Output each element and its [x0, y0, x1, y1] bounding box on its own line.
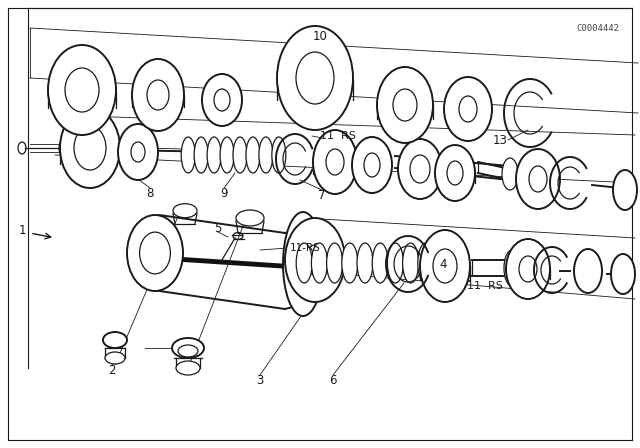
Polygon shape — [159, 215, 285, 309]
Ellipse shape — [516, 149, 560, 209]
Ellipse shape — [459, 96, 477, 122]
Ellipse shape — [272, 137, 286, 173]
Ellipse shape — [420, 230, 470, 302]
Ellipse shape — [413, 253, 422, 259]
Text: 11-RS: 11-RS — [290, 243, 321, 253]
Ellipse shape — [48, 45, 116, 135]
Text: 4: 4 — [439, 258, 447, 271]
Text: 10: 10 — [312, 30, 328, 43]
Ellipse shape — [611, 254, 635, 294]
Ellipse shape — [103, 332, 127, 348]
Text: 5: 5 — [214, 221, 221, 234]
Ellipse shape — [60, 108, 120, 188]
Ellipse shape — [433, 249, 457, 283]
Text: 3: 3 — [256, 374, 264, 387]
Text: C0004442: C0004442 — [577, 23, 620, 33]
Ellipse shape — [364, 153, 380, 177]
Ellipse shape — [506, 239, 550, 299]
Ellipse shape — [176, 361, 200, 375]
Ellipse shape — [132, 59, 184, 131]
Ellipse shape — [214, 89, 230, 111]
Ellipse shape — [131, 142, 145, 162]
Ellipse shape — [387, 243, 403, 283]
Ellipse shape — [127, 215, 183, 291]
Ellipse shape — [313, 130, 357, 194]
Text: 1: 1 — [19, 224, 26, 237]
Ellipse shape — [377, 67, 433, 143]
Ellipse shape — [352, 137, 392, 193]
Ellipse shape — [429, 255, 435, 263]
Ellipse shape — [277, 26, 353, 130]
Text: 11  RS: 11 RS — [320, 131, 356, 141]
Ellipse shape — [259, 137, 273, 173]
Ellipse shape — [283, 212, 323, 316]
Ellipse shape — [398, 139, 442, 199]
Ellipse shape — [519, 256, 537, 282]
Ellipse shape — [326, 243, 342, 283]
Text: 6: 6 — [329, 374, 337, 387]
Ellipse shape — [147, 80, 169, 110]
Ellipse shape — [312, 243, 328, 283]
Ellipse shape — [59, 141, 65, 155]
Text: 7: 7 — [318, 189, 326, 202]
Ellipse shape — [296, 52, 334, 104]
Ellipse shape — [172, 338, 204, 358]
Ellipse shape — [393, 89, 417, 121]
Ellipse shape — [236, 210, 264, 226]
Ellipse shape — [140, 232, 170, 274]
Ellipse shape — [178, 345, 198, 357]
Ellipse shape — [326, 149, 344, 175]
Ellipse shape — [246, 137, 260, 173]
Ellipse shape — [65, 68, 99, 112]
Ellipse shape — [410, 155, 430, 183]
Ellipse shape — [194, 137, 208, 173]
Ellipse shape — [372, 243, 388, 283]
Ellipse shape — [529, 166, 547, 192]
Ellipse shape — [296, 243, 312, 283]
Ellipse shape — [220, 137, 234, 173]
Text: 2: 2 — [108, 363, 116, 376]
Ellipse shape — [233, 137, 247, 173]
Ellipse shape — [444, 77, 492, 141]
Ellipse shape — [207, 137, 221, 173]
Ellipse shape — [357, 243, 373, 283]
Ellipse shape — [613, 170, 637, 210]
Ellipse shape — [418, 243, 434, 283]
Ellipse shape — [233, 233, 243, 240]
Ellipse shape — [504, 250, 520, 286]
Ellipse shape — [305, 245, 325, 275]
Ellipse shape — [435, 145, 475, 201]
Ellipse shape — [502, 158, 518, 190]
Ellipse shape — [118, 124, 158, 180]
Ellipse shape — [296, 246, 310, 282]
Text: 11  RS: 11 RS — [467, 281, 503, 291]
Ellipse shape — [105, 352, 125, 364]
Ellipse shape — [18, 142, 26, 154]
Ellipse shape — [181, 137, 195, 173]
Ellipse shape — [447, 161, 463, 185]
Ellipse shape — [74, 126, 106, 170]
Ellipse shape — [173, 204, 197, 218]
Text: 9: 9 — [220, 186, 228, 199]
Ellipse shape — [285, 218, 345, 302]
Text: 8: 8 — [147, 186, 154, 199]
Ellipse shape — [403, 243, 419, 283]
Ellipse shape — [342, 243, 358, 283]
Ellipse shape — [574, 249, 602, 293]
Ellipse shape — [202, 74, 242, 126]
Text: 13: 13 — [493, 134, 508, 146]
